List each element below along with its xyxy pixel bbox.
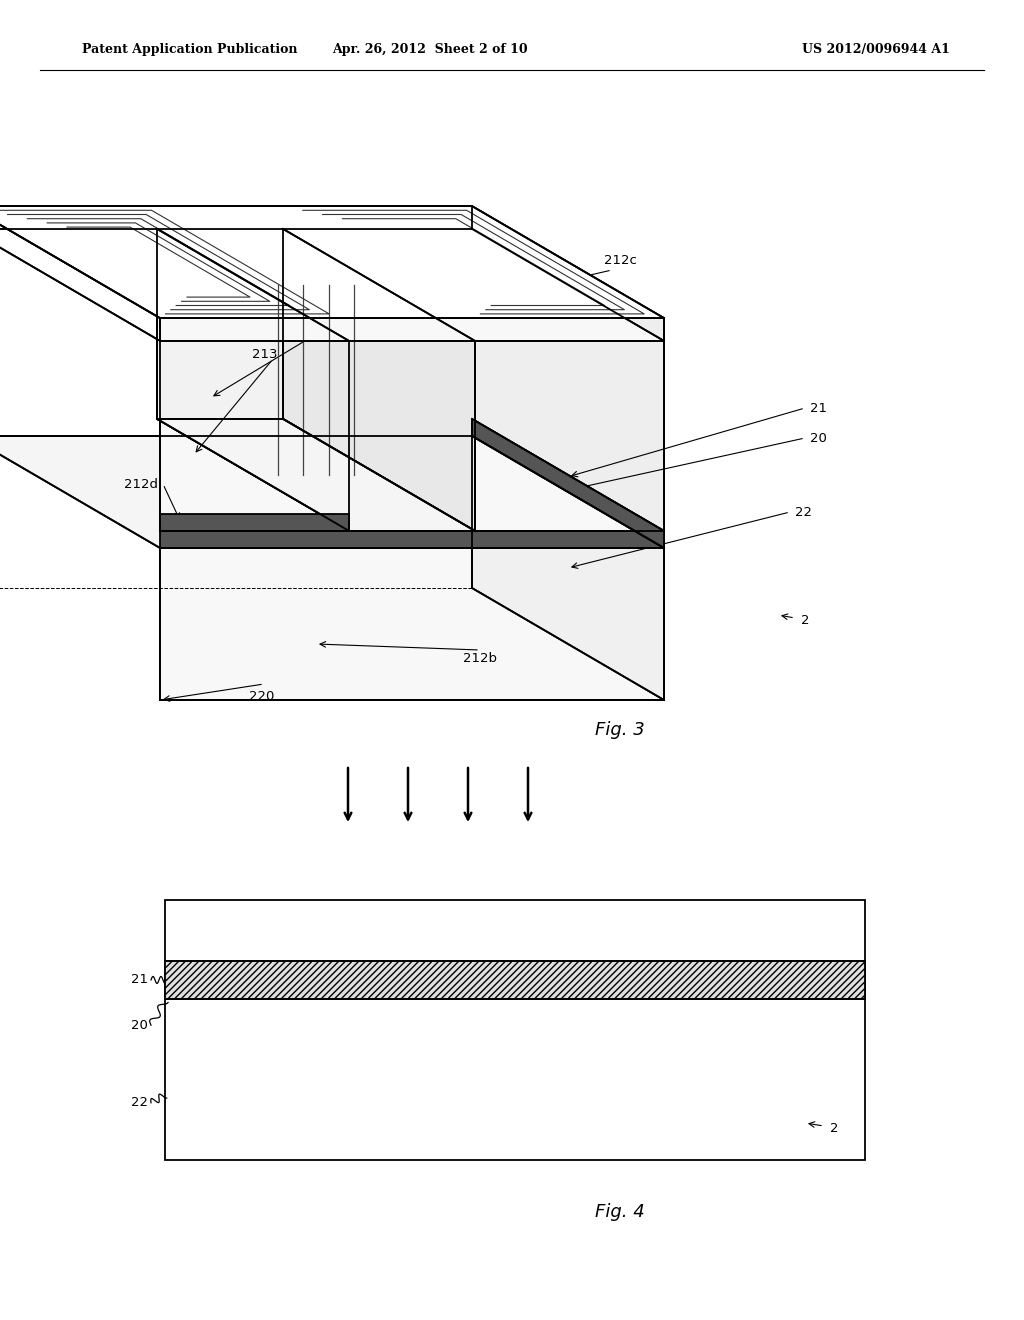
Polygon shape xyxy=(472,228,664,531)
Polygon shape xyxy=(0,228,349,341)
Text: 21: 21 xyxy=(810,401,827,414)
Text: 213: 213 xyxy=(252,348,278,362)
Text: 212: 212 xyxy=(292,323,317,337)
Text: 212d: 212d xyxy=(124,478,158,491)
Bar xyxy=(165,961,865,999)
Text: 210: 210 xyxy=(422,243,447,256)
Polygon shape xyxy=(0,206,664,318)
Polygon shape xyxy=(157,418,475,531)
Polygon shape xyxy=(160,318,664,341)
Text: Patent Application Publication: Patent Application Publication xyxy=(82,44,298,57)
Text: 220: 220 xyxy=(249,689,274,702)
Text: 211: 211 xyxy=(373,243,397,256)
Polygon shape xyxy=(160,531,664,548)
Text: 21: 21 xyxy=(131,973,148,986)
Text: Fig. 3: Fig. 3 xyxy=(595,721,645,739)
Polygon shape xyxy=(157,228,349,531)
Polygon shape xyxy=(472,206,664,341)
Polygon shape xyxy=(160,341,349,531)
Text: 212c: 212c xyxy=(603,253,637,267)
Text: 2: 2 xyxy=(801,614,810,627)
Text: 22: 22 xyxy=(795,506,812,519)
Polygon shape xyxy=(472,418,664,548)
Polygon shape xyxy=(283,228,475,531)
Text: 20: 20 xyxy=(810,432,826,445)
Polygon shape xyxy=(283,228,664,341)
Polygon shape xyxy=(475,341,664,531)
Text: 212b: 212b xyxy=(463,652,497,664)
Text: 212a: 212a xyxy=(315,293,349,306)
Polygon shape xyxy=(160,513,349,531)
Text: 2: 2 xyxy=(830,1122,839,1134)
Bar xyxy=(165,900,865,1160)
Polygon shape xyxy=(157,228,349,531)
Polygon shape xyxy=(0,436,664,548)
Polygon shape xyxy=(160,548,664,700)
Polygon shape xyxy=(472,436,664,700)
Text: Fig. 4: Fig. 4 xyxy=(595,1203,645,1221)
Text: Apr. 26, 2012  Sheet 2 of 10: Apr. 26, 2012 Sheet 2 of 10 xyxy=(332,44,527,57)
Text: 20: 20 xyxy=(131,1019,148,1032)
Text: 22: 22 xyxy=(131,1097,148,1109)
Text: US 2012/0096944 A1: US 2012/0096944 A1 xyxy=(802,44,950,57)
